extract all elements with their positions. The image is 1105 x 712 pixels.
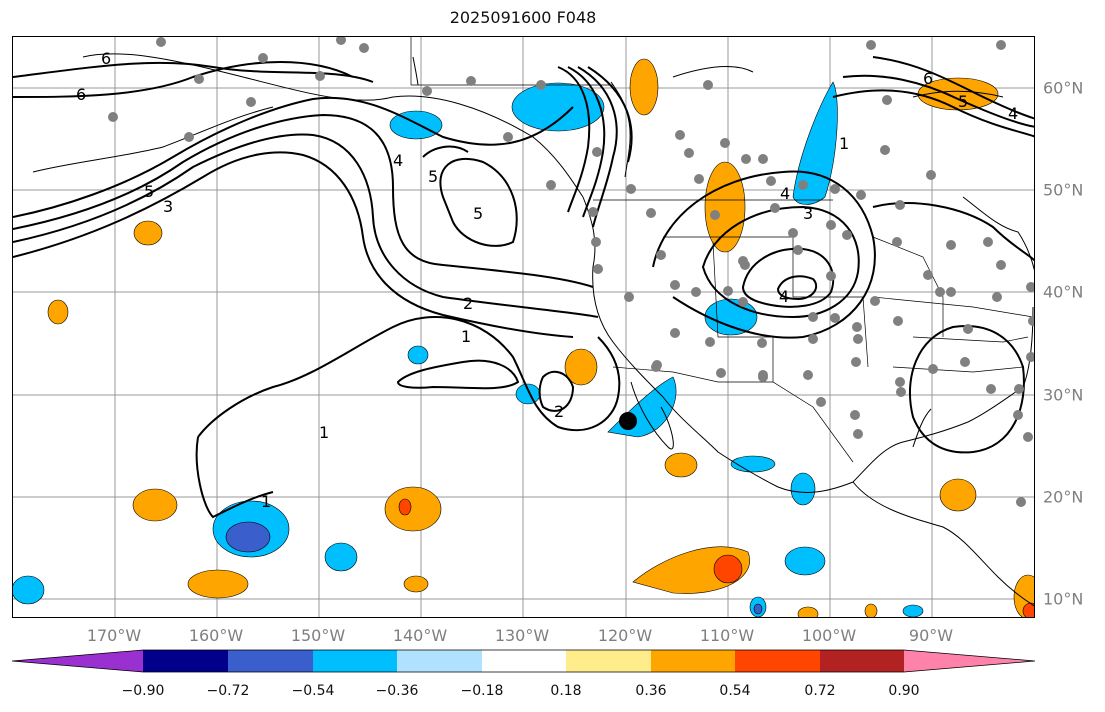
location-marker bbox=[619, 412, 637, 430]
contour-label: 5 bbox=[473, 204, 483, 223]
lat-label: 10°N bbox=[1043, 589, 1084, 609]
colorbar-tick: −0.90 bbox=[121, 683, 165, 699]
colorbar-tick: −0.36 bbox=[375, 683, 419, 699]
colorbar-segment bbox=[651, 650, 735, 672]
contour-label: 3 bbox=[163, 197, 173, 216]
lat-label: 50°N bbox=[1043, 180, 1084, 200]
lon-label: 110°W bbox=[699, 626, 755, 645]
contour-label: 3 bbox=[803, 204, 813, 223]
lon-label: 170°W bbox=[86, 626, 142, 645]
borders bbox=[410, 37, 1034, 463]
contour-label: 4 bbox=[780, 184, 790, 203]
colorbar-segment bbox=[566, 650, 651, 672]
colorbar-tick: 0.36 bbox=[635, 683, 667, 699]
colorbar-tick: −0.54 bbox=[291, 683, 335, 699]
colorbar-tick: −0.72 bbox=[206, 683, 250, 699]
contour-labels: 6 6 5 3 4 5 5 2 1 1 2 1 4 3 4 1 6 5 4 bbox=[76, 49, 1018, 511]
colorbar-segment bbox=[820, 650, 904, 672]
shading bbox=[13, 58, 1034, 617]
colorbar-extend-right bbox=[904, 650, 1035, 672]
colorbar-segment bbox=[313, 650, 397, 672]
colorbar-segment bbox=[143, 650, 228, 672]
lon-label: 120°W bbox=[597, 626, 653, 645]
contour-label: 6 bbox=[76, 85, 86, 104]
colorbar-tick: 0.18 bbox=[550, 683, 582, 699]
colorbar-tick: 0.54 bbox=[719, 683, 751, 699]
colorbar-tick: 0.90 bbox=[888, 683, 920, 699]
colorbar-segment bbox=[482, 650, 566, 672]
colorbar-extend-left bbox=[12, 650, 143, 672]
lat-label: 30°N bbox=[1043, 385, 1084, 405]
contour-label: 2 bbox=[463, 294, 473, 313]
contour-label: 5 bbox=[144, 182, 154, 201]
contour-label: 6 bbox=[101, 49, 111, 68]
lat-label: 60°N bbox=[1043, 78, 1084, 98]
station-markers bbox=[108, 37, 1034, 507]
lat-label: 20°N bbox=[1043, 487, 1084, 507]
contour-label: 4 bbox=[779, 287, 789, 306]
coastlines bbox=[32, 53, 1034, 607]
lon-label: 160°W bbox=[188, 626, 244, 645]
contour-label: 1 bbox=[261, 492, 271, 511]
colorbar-segment bbox=[735, 650, 820, 672]
map-svg: 6 6 5 3 4 5 5 2 1 1 2 1 4 3 4 1 6 5 4 bbox=[13, 37, 1034, 617]
contour-label: 4 bbox=[1008, 104, 1018, 123]
contour-label: 1 bbox=[461, 327, 471, 346]
contour-label: 5 bbox=[958, 92, 968, 111]
colorbar bbox=[11, 649, 1036, 673]
lon-label: 140°W bbox=[392, 626, 448, 645]
colorbar-segment bbox=[228, 650, 313, 672]
lon-label: 130°W bbox=[494, 626, 550, 645]
colorbar-tick: 0.72 bbox=[804, 683, 836, 699]
map-panel: 6 6 5 3 4 5 5 2 1 1 2 1 4 3 4 1 6 5 4 bbox=[12, 36, 1035, 618]
contour-label: 5 bbox=[428, 167, 438, 186]
colorbar-segment bbox=[397, 650, 482, 672]
gridlines bbox=[13, 37, 1034, 617]
contour-label: 6 bbox=[923, 69, 933, 88]
contour-label: 1 bbox=[319, 423, 329, 442]
lon-label: 90°W bbox=[908, 626, 954, 645]
contours bbox=[13, 56, 1034, 519]
lon-label: 150°W bbox=[290, 626, 346, 645]
map-title: 2025091600 F048 bbox=[449, 8, 597, 27]
colorbar-tick: −0.18 bbox=[460, 683, 504, 699]
contour-label: 2 bbox=[554, 402, 564, 421]
lat-label: 40°N bbox=[1043, 282, 1084, 302]
lon-label: 100°W bbox=[801, 626, 857, 645]
contour-label: 4 bbox=[393, 151, 403, 170]
contour-label: 1 bbox=[839, 134, 849, 153]
